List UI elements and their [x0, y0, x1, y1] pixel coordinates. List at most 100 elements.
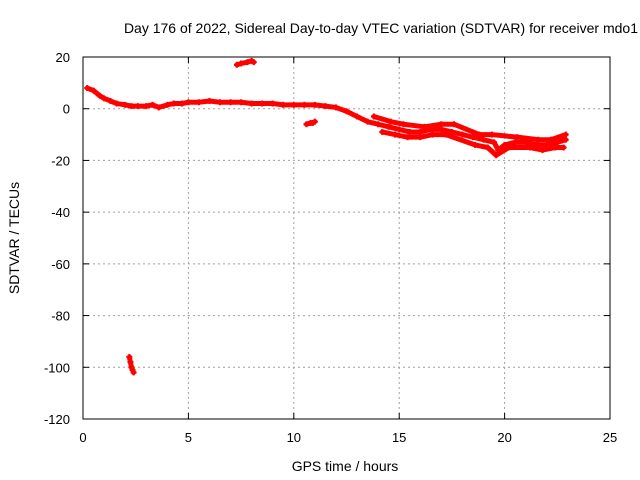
- x-tick-label: 10: [287, 430, 301, 445]
- y-axis-label: SDTVAR / TECUs: [6, 182, 22, 294]
- data-point: [301, 101, 308, 108]
- data-point: [126, 353, 133, 360]
- data-point: [438, 121, 445, 128]
- data-point: [84, 85, 91, 92]
- data-point: [417, 128, 424, 135]
- data-points: [84, 57, 569, 376]
- data-point: [164, 101, 171, 108]
- data-point: [195, 99, 202, 106]
- data-point: [238, 99, 245, 106]
- data-point: [562, 131, 569, 138]
- data-point: [185, 99, 192, 106]
- y-tick-label: 20: [56, 50, 70, 65]
- x-tick-label: 20: [497, 430, 511, 445]
- y-tick-label: 0: [63, 102, 70, 117]
- data-point: [400, 121, 407, 128]
- data-point: [512, 139, 519, 146]
- data-point: [101, 95, 108, 102]
- data-point: [505, 144, 512, 151]
- data-point: [493, 152, 500, 159]
- data-point: [560, 144, 567, 151]
- data-point: [354, 113, 361, 120]
- y-tick-label: -40: [51, 205, 70, 220]
- data-point: [552, 144, 559, 151]
- data-point: [332, 104, 339, 111]
- data-point: [484, 144, 491, 151]
- data-point: [127, 359, 134, 366]
- chart-title: Day 176 of 2022, Sidereal Day-to-day VTE…: [124, 20, 638, 36]
- data-point: [90, 87, 97, 94]
- data-point: [539, 147, 546, 154]
- data-point: [143, 103, 150, 110]
- data-point: [217, 99, 224, 106]
- data-point: [438, 126, 445, 133]
- data-point: [406, 128, 413, 135]
- data-point: [113, 100, 120, 107]
- data-point: [250, 59, 257, 66]
- data-point: [501, 141, 508, 148]
- data-point: [248, 100, 255, 107]
- data-point: [429, 131, 436, 138]
- data-point: [391, 131, 398, 138]
- x-tick-label: 25: [603, 430, 617, 445]
- data-point: [547, 136, 554, 143]
- data-point: [134, 103, 141, 110]
- data-point: [442, 131, 449, 138]
- data-point: [107, 97, 114, 104]
- data-point: [488, 131, 495, 138]
- data-point: [149, 101, 156, 108]
- data-point: [396, 126, 403, 133]
- data-point: [375, 121, 382, 128]
- data-point: [385, 123, 392, 130]
- data-point: [170, 100, 177, 107]
- data-point: [179, 100, 186, 107]
- x-axis-label: GPS time / hours: [292, 458, 399, 474]
- y-tick-label: -20: [51, 153, 70, 168]
- data-point: [206, 97, 213, 104]
- data-point: [311, 101, 318, 108]
- data-point: [364, 118, 371, 125]
- data-point: [130, 369, 137, 376]
- data-point: [535, 136, 542, 143]
- data-point: [343, 108, 350, 115]
- data-point: [554, 139, 561, 146]
- data-point: [233, 61, 240, 68]
- data-point: [387, 118, 394, 125]
- data-point: [96, 92, 103, 99]
- data-point: [280, 101, 287, 108]
- y-tick-label: -80: [51, 309, 70, 324]
- data-point: [451, 121, 458, 128]
- data-point: [562, 136, 569, 143]
- data-point: [417, 134, 424, 141]
- y-tick-label: -120: [44, 412, 70, 427]
- y-tick-label: -100: [44, 360, 70, 375]
- data-point: [421, 123, 428, 130]
- plot-frame: [82, 56, 611, 420]
- data-point: [404, 134, 411, 141]
- data-point: [244, 59, 251, 66]
- data-point: [476, 131, 483, 138]
- x-tick-label: 15: [392, 430, 406, 445]
- data-point: [379, 128, 386, 135]
- data-point: [269, 100, 276, 107]
- data-point: [448, 128, 455, 135]
- data-point: [469, 134, 476, 141]
- data-point: [322, 103, 329, 110]
- x-tick-label: 5: [185, 430, 192, 445]
- data-point: [472, 141, 479, 148]
- data-point: [128, 103, 135, 110]
- data-point: [370, 113, 377, 120]
- y-tick-label: -60: [51, 257, 70, 272]
- data-point: [311, 118, 318, 125]
- data-point: [155, 104, 162, 111]
- data-point: [259, 100, 266, 107]
- data-point: [514, 134, 521, 141]
- x-tick-label: 0: [79, 430, 86, 445]
- grid: [83, 57, 610, 419]
- data-point: [290, 101, 297, 108]
- data-point: [526, 144, 533, 151]
- data-point: [122, 101, 129, 108]
- data-point: [480, 136, 487, 143]
- data-point: [238, 60, 245, 67]
